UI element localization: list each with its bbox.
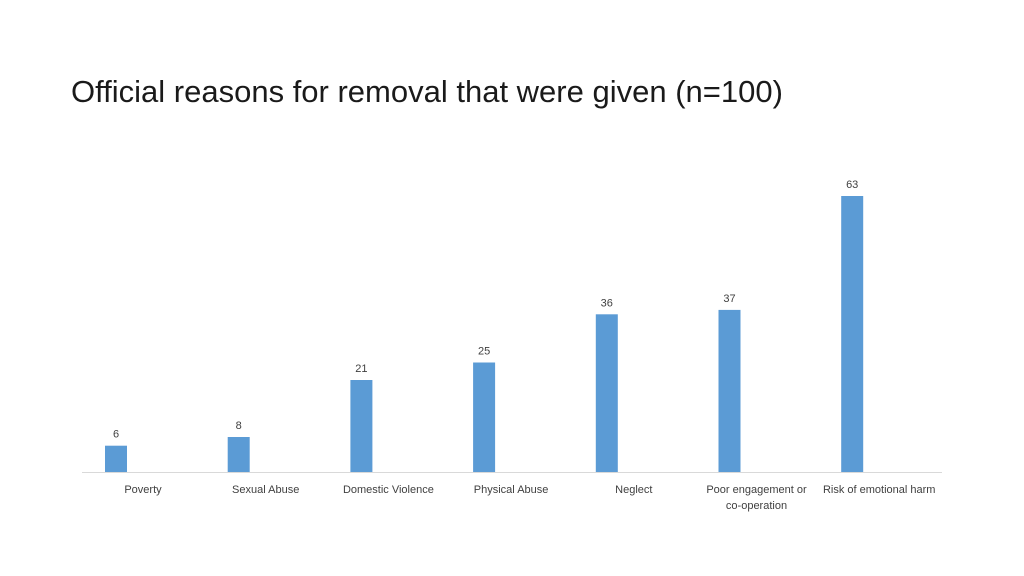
category-label-4: Neglect (615, 484, 652, 496)
bar-2 (350, 380, 373, 472)
category-label-0: Poverty (124, 484, 162, 496)
category-label-5: Poor engagement or co-operation (706, 484, 807, 512)
data-label-0: 6 (113, 429, 119, 441)
data-label-1: 8 (236, 420, 242, 432)
bar-6 (841, 196, 864, 472)
category-label-2: Domestic Violence (343, 484, 434, 496)
bar-3 (473, 362, 496, 472)
bar-4 (595, 314, 618, 472)
data-label-4: 36 (601, 297, 613, 309)
page-title: Official reasons for removal that were g… (71, 74, 783, 109)
category-label-1: Sexual Abuse (232, 484, 299, 496)
category-label-6: Risk of emotional harm (823, 484, 936, 496)
bar-0 (105, 445, 127, 472)
data-label-5: 37 (723, 293, 735, 305)
data-label-6: 63 (846, 179, 858, 191)
bar-5 (718, 309, 741, 472)
category-label-3: Physical Abuse (474, 484, 549, 496)
data-label-3: 25 (478, 346, 490, 358)
data-label-2: 21 (355, 363, 367, 375)
bar-1 (227, 437, 250, 472)
